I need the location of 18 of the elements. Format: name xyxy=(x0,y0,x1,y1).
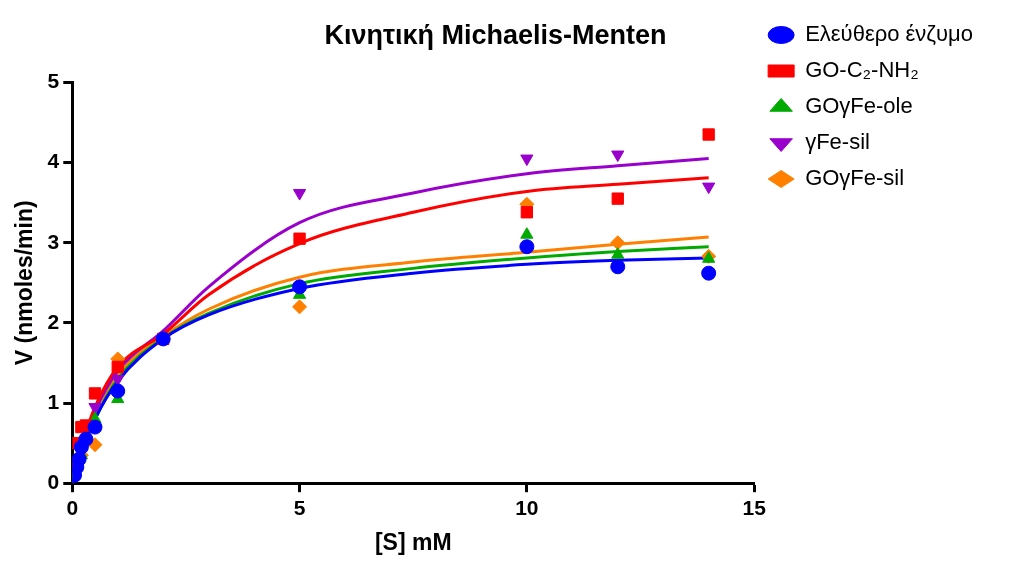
y-tick-label: 4 xyxy=(47,149,60,173)
legend-label: GOγFe-sil xyxy=(805,165,905,191)
x-tick-label: 5 xyxy=(293,495,306,519)
chart-title: Κινητική Michaelis-Menten xyxy=(324,19,667,50)
x-axis-title: [S] mM xyxy=(374,528,452,555)
y-tick-label: 0 xyxy=(47,470,60,493)
y-tick-label: 5 xyxy=(47,69,60,93)
y-axis-title: V (nmoles/min) xyxy=(11,200,38,366)
y-tick-label: 1 xyxy=(47,389,60,413)
y-tick-label: 2 xyxy=(47,309,60,333)
x-tick-label: 0 xyxy=(66,495,79,519)
legend-label: GOγFe-ole xyxy=(805,93,913,119)
legend-label: GO-C₂-NH₂ xyxy=(805,57,919,83)
x-tick-label: 10 xyxy=(515,495,539,519)
legend-label: γFe-sil xyxy=(805,129,870,155)
x-tick-label: 15 xyxy=(742,495,767,519)
legend-label: Ελεύθερο ένζυμο xyxy=(805,21,974,47)
y-tick-label: 3 xyxy=(47,229,60,253)
